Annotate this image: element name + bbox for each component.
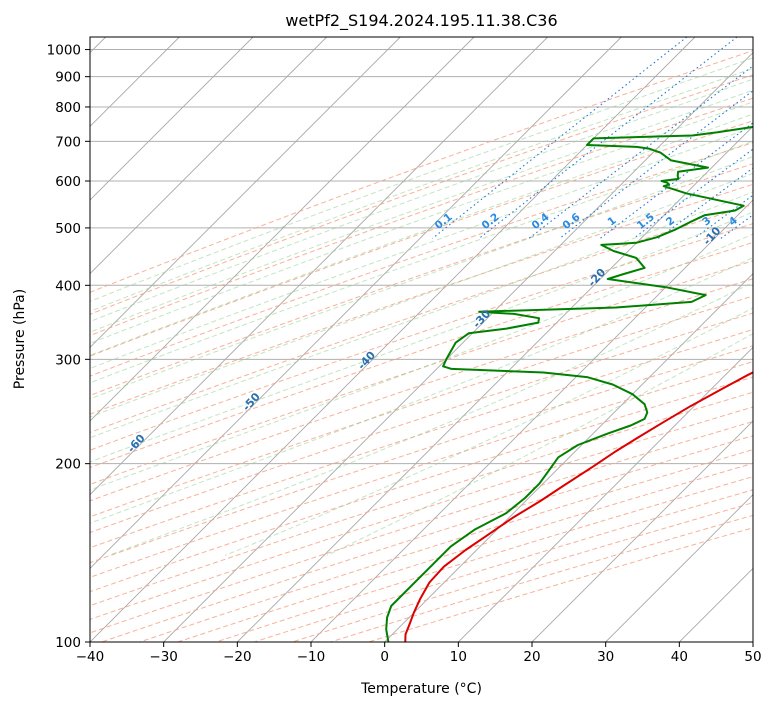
mixing-ratio-line [432, 37, 688, 239]
y-tick-label: 1000 [47, 43, 81, 59]
x-tick-label: 20 [523, 649, 540, 665]
isotherm-line [310, 199, 753, 642]
x-tick-label: 0 [380, 649, 389, 665]
isotherm-line [90, 37, 327, 275]
background-lines [90, 37, 775, 642]
x-tick-label: −20 [223, 649, 252, 665]
moist-adiabat-line [90, 89, 753, 333]
y-tick-label: 300 [55, 352, 81, 368]
dry-adiabat-line [90, 345, 753, 564]
isotherm-line [90, 37, 475, 422]
dry-adiabat-line [90, 278, 753, 502]
mixing-ratio-line [478, 37, 738, 239]
x-axis: −40 −30 −20 −10 0 10 20 30 40 50 [76, 642, 762, 665]
moist-adiabat-line [90, 140, 753, 384]
isotherm-line [605, 494, 753, 642]
dry-adiabat-line [90, 50, 753, 293]
sounding-series-line [404, 371, 753, 642]
y-tick-label: 600 [55, 174, 81, 190]
dry-adiabat-line [90, 329, 753, 549]
y-tick-label: 500 [55, 221, 81, 237]
dry-adiabat-line [90, 97, 753, 337]
plot-background [90, 37, 753, 642]
isotherm-line [384, 273, 753, 642]
x-tick-label: 40 [671, 649, 688, 665]
dry-adiabat-line [90, 295, 753, 518]
mixing-ratio-line [658, 167, 753, 239]
chart-title: wetPf2_S194.2024.195.11.38.C36 [285, 11, 557, 31]
y-tick-label: 400 [55, 278, 81, 294]
dry-adiabat-line [90, 361, 753, 578]
isotherm-line [90, 37, 622, 569]
y-tick-label: 700 [55, 134, 81, 150]
dry-adiabat-line [90, 241, 753, 469]
isotherm-line [752, 641, 753, 642]
isotherm-line [90, 37, 548, 496]
x-tick-label: −40 [76, 649, 105, 665]
mixing-ratio-line [760, 37, 775, 238]
moist-adiabat-line [224, 307, 753, 556]
isotherm-line [531, 420, 753, 642]
moist-adiabat-line [90, 67, 753, 312]
sounding-series-line [385, 125, 753, 642]
dry-adiabat-line [90, 391, 753, 607]
dry-adiabat-line [90, 142, 753, 377]
moist-adiabat-line [90, 156, 753, 400]
moist-adiabat-line [90, 191, 753, 439]
dry-adiabat-line [90, 223, 753, 451]
dry-adiabat-line [90, 376, 753, 593]
isotherm-line [90, 37, 401, 348]
x-tick-label: 10 [450, 649, 467, 665]
y-tick-label: 200 [55, 457, 81, 473]
x-tick-label: 30 [597, 649, 614, 665]
moist-adiabat-line [90, 233, 753, 491]
plot-frame [89, 36, 754, 643]
x-tick-label: −30 [149, 649, 178, 665]
moist-adiabat-line [90, 101, 753, 344]
y-tick-label: 800 [55, 100, 81, 116]
isotherm-line [237, 125, 753, 642]
y-axis: 100 200 300 400 500 600 700 800 900 1000 [47, 43, 90, 651]
y-tick-label: 100 [55, 635, 81, 651]
isotherm-line [90, 37, 254, 201]
dry-adiabat-line [90, 312, 753, 534]
moist-adiabat-line [108, 281, 753, 556]
moist-adiabat-line [90, 172, 753, 418]
moist-adiabat-line [90, 126, 753, 370]
x-axis-label: Temperature (°C) [360, 681, 482, 697]
moist-adiabat-line [90, 57, 753, 302]
x-tick-label: 50 [744, 649, 761, 665]
y-tick-label: 900 [55, 70, 81, 86]
isotherm-line [458, 346, 753, 642]
dry-adiabat-line [90, 163, 753, 396]
y-axis-label: Pressure (hPa) [12, 289, 28, 389]
series-layer [385, 125, 753, 642]
isotherm-line [163, 52, 753, 642]
dry-adiabat-line [90, 260, 753, 485]
x-tick-label: −10 [297, 649, 326, 665]
moist-adiabat-line [90, 113, 753, 356]
